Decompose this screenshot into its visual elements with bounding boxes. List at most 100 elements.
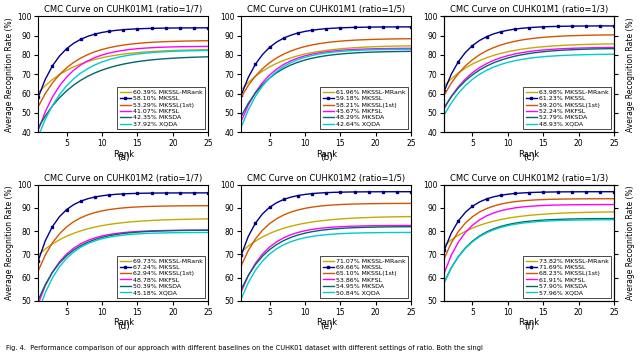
73.82% MKSSL-MRank <box>483 221 490 225</box>
67.24% MKSSL <box>162 191 170 195</box>
69.73% MKSSL-MRank <box>105 222 113 227</box>
50.39% MKSDA <box>176 228 184 233</box>
45.67% MKFSL <box>252 90 259 95</box>
69.66% MKSSL <box>323 191 330 195</box>
54.95% MKSDA <box>259 254 266 258</box>
48.78% MKFSL <box>42 283 49 288</box>
63.98% MKSSL-MRank <box>554 43 561 48</box>
48.78% MKFSL <box>35 301 42 306</box>
53.29% MKSSL(1st) <box>112 44 120 48</box>
52.24% MKFSL <box>454 85 462 89</box>
45.67% MKFSL <box>408 46 415 50</box>
53.86% MKFSL <box>330 225 337 229</box>
Line: 65.10% MKSSL(1st): 65.10% MKSSL(1st) <box>241 203 412 266</box>
52.24% MKFSL <box>547 47 554 52</box>
42.35% MKSDA <box>134 60 141 64</box>
48.93% XQDA <box>497 62 505 67</box>
71.69% MKSSL <box>461 210 469 214</box>
54.95% MKSDA <box>330 227 337 231</box>
53.29% MKSSL(1st) <box>49 81 56 85</box>
45.67% MKFSL <box>358 47 365 51</box>
45.67% MKFSL <box>400 46 408 50</box>
48.78% MKFSL <box>56 260 63 264</box>
59.18% MKSSL <box>252 62 259 66</box>
37.92% XQDA <box>84 66 92 71</box>
48.78% MKFSL <box>120 231 127 235</box>
Line: 71.69% MKSSL: 71.69% MKSSL <box>443 190 616 252</box>
57.96% XQDA <box>468 240 476 244</box>
Line: 71.07% MKSSL-MRank: 71.07% MKSSL-MRank <box>241 216 412 252</box>
67.24% MKSSL <box>56 215 63 219</box>
61.96% MKSSL-MRank <box>252 74 259 78</box>
61.96% MKSSL-MRank <box>337 47 344 51</box>
45.67% MKFSL <box>351 47 358 52</box>
59.20% MKSSL(1st) <box>518 38 526 42</box>
68.23% MKSSL(1st) <box>547 197 554 202</box>
58.10% MKSSL <box>77 37 84 41</box>
63.98% MKSSL-MRank <box>540 44 547 49</box>
50.84% XQDA <box>266 252 273 256</box>
53.29% MKSSL(1st) <box>56 72 63 77</box>
63.98% MKSSL-MRank <box>604 42 611 46</box>
54.95% MKSDA <box>237 287 245 292</box>
57.90% MKSDA <box>490 227 497 231</box>
73.82% MKSSL-MRank <box>490 219 497 223</box>
60.39% MKSSL-MRank <box>120 52 127 56</box>
69.73% MKSSL-MRank <box>155 218 163 222</box>
52.79% MKSDA <box>611 47 618 51</box>
58.21% MKSSL(1st) <box>237 95 245 99</box>
69.66% MKSSL <box>252 221 259 225</box>
Line: 58.21% MKSSL(1st): 58.21% MKSSL(1st) <box>241 39 412 97</box>
65.10% MKSSL(1st) <box>372 202 380 206</box>
57.96% XQDA <box>596 218 604 222</box>
Line: 60.39% MKSSL-MRank: 60.39% MKSSL-MRank <box>38 50 208 93</box>
61.23% MKSSL <box>589 24 596 28</box>
58.21% MKSSL(1st) <box>280 52 287 56</box>
Line: 61.91% MKFSL: 61.91% MKFSL <box>444 204 614 273</box>
48.29% MKSDA <box>237 114 245 118</box>
60.39% MKSSL-MRank <box>35 91 42 95</box>
50.84% XQDA <box>386 231 394 235</box>
45.18% XQDA <box>197 231 205 235</box>
63.98% MKSSL-MRank <box>589 42 596 46</box>
59.18% MKSSL <box>259 53 266 57</box>
67.24% MKSSL <box>42 239 49 243</box>
60.39% MKSSL-MRank <box>91 57 99 61</box>
71.69% MKSSL <box>540 190 547 194</box>
69.66% MKSSL <box>301 192 308 197</box>
59.20% MKSSL(1st) <box>540 35 547 40</box>
48.93% XQDA <box>490 65 497 69</box>
53.86% MKFSL <box>316 226 323 231</box>
59.20% MKSSL(1st) <box>568 34 575 38</box>
53.29% MKSSL(1st) <box>169 39 177 43</box>
63.98% MKSSL-MRank <box>468 62 476 66</box>
57.96% XQDA <box>518 221 526 225</box>
45.67% MKFSL <box>244 103 252 107</box>
50.84% XQDA <box>280 243 287 247</box>
48.29% MKSDA <box>273 71 280 75</box>
71.69% MKSSL <box>454 219 462 223</box>
71.07% MKSSL-MRank <box>323 218 330 222</box>
63.98% MKSSL-MRank <box>497 51 505 55</box>
53.29% MKSSL(1st) <box>42 91 49 96</box>
45.67% MKFSL <box>393 46 401 50</box>
Line: 42.64% XQDA: 42.64% XQDA <box>241 49 412 127</box>
71.69% MKSSL <box>440 249 448 253</box>
71.07% MKSSL-MRank <box>273 228 280 233</box>
59.18% MKSSL <box>372 25 380 29</box>
58.21% MKSSL(1st) <box>400 37 408 41</box>
61.23% MKSSL <box>611 24 618 28</box>
48.93% XQDA <box>511 59 519 63</box>
59.20% MKSSL(1st) <box>476 53 483 57</box>
58.21% MKSSL(1st) <box>344 38 351 43</box>
41.07% MKFSL <box>190 44 198 49</box>
37.92% XQDA <box>112 56 120 60</box>
61.23% MKSSL <box>575 24 582 28</box>
52.24% MKFSL <box>511 52 519 56</box>
41.07% MKFSL <box>148 46 156 50</box>
54.95% MKSDA <box>386 225 394 229</box>
57.90% MKSDA <box>589 216 596 221</box>
58.10% MKSSL <box>63 47 70 51</box>
69.66% MKSSL <box>337 190 344 194</box>
50.84% XQDA <box>301 235 308 240</box>
